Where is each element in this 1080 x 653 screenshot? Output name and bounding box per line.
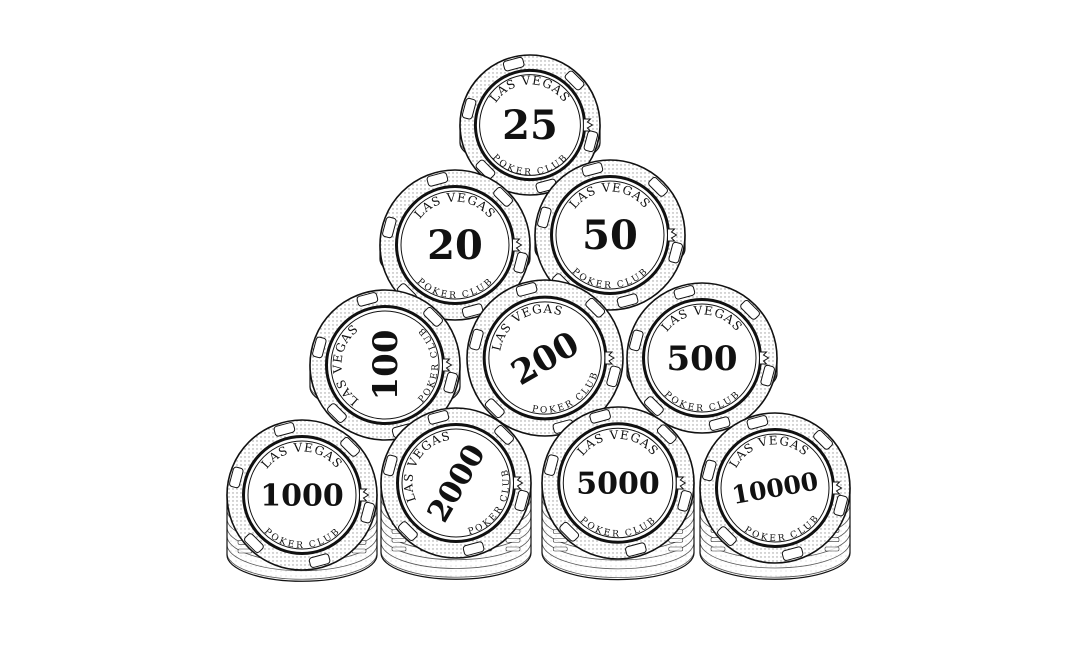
crown-icon — [604, 351, 615, 365]
edge-inserts — [383, 410, 529, 556]
chip-value: 20 — [427, 222, 483, 269]
chip-value: 25 — [502, 102, 558, 149]
crown-icon — [512, 238, 523, 252]
crown-icon — [675, 476, 687, 490]
edge-inserts — [229, 422, 375, 568]
chip-value: 1000 — [260, 479, 344, 514]
edge-inserts — [629, 285, 775, 431]
crown-icon — [759, 351, 770, 365]
edge-inserts — [461, 56, 599, 194]
crown-icon — [667, 228, 678, 242]
edge-inserts — [544, 409, 692, 557]
crown-icon — [832, 481, 843, 495]
chip-value: 5000 — [576, 467, 660, 502]
crown-icon — [513, 476, 524, 490]
crown-icon — [582, 118, 594, 132]
edge-inserts — [469, 282, 621, 434]
chip-value: 500 — [667, 339, 738, 379]
edge-inserts — [702, 415, 848, 561]
chip-value: 50 — [582, 212, 638, 259]
chip-value: 100 — [366, 330, 406, 401]
crown-icon — [442, 358, 453, 372]
crown-icon — [359, 488, 370, 502]
